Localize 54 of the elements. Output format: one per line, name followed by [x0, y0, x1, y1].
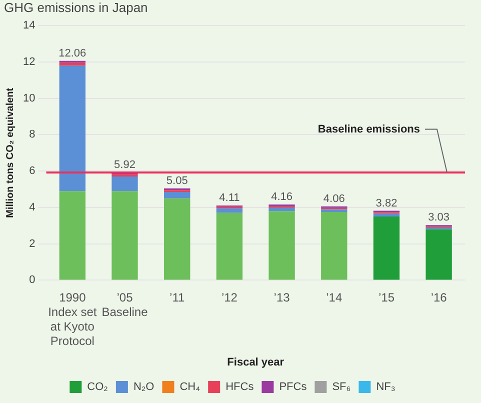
y-tick-label: 4: [29, 201, 36, 214]
bar: [112, 174, 138, 177]
x-tick-label: ’12: [221, 290, 238, 305]
x-tick-label: ’16: [430, 290, 448, 305]
bar: [216, 212, 243, 280]
x-tick-label: ’05: [116, 290, 134, 305]
legend-label: CH₄: [180, 381, 201, 394]
bar: [373, 214, 400, 217]
legend-label: N₂O: [133, 381, 155, 394]
bar: [216, 208, 243, 213]
bar: [164, 198, 190, 280]
bar: [112, 176, 138, 192]
y-tick-label: 10: [22, 92, 36, 104]
y-tick-label: 2: [29, 238, 36, 250]
ref-line-label: Baseline emissions: [318, 123, 420, 136]
total-label: 5.92: [114, 159, 136, 172]
legend-label: NF₃: [376, 381, 396, 394]
bar: [268, 211, 295, 280]
legend-label: SF₆: [332, 381, 351, 394]
bar: [164, 192, 190, 198]
chart-title: GHG emissions in Japan: [4, 0, 148, 15]
x-tick-label: 1990: [59, 290, 86, 305]
y-tick-label: 6: [29, 165, 36, 178]
bar: [426, 229, 452, 280]
total-label: 3.03: [428, 212, 450, 224]
y-tick-label: 8: [29, 128, 36, 141]
total-label: 4.11: [219, 192, 240, 204]
bar: [59, 66, 86, 192]
y-tick-label: 12: [22, 56, 36, 68]
bar: [268, 207, 295, 212]
x-tick-label: ’11: [170, 290, 185, 305]
x-tick-label: ’14: [326, 290, 342, 305]
x-tick-label: ’13: [274, 290, 290, 305]
y-tick-label: 14: [22, 20, 36, 32]
total-label: 3.82: [376, 197, 398, 210]
bar: [321, 212, 348, 280]
y-axis-title: Million tons CO₂ equivalent: [4, 87, 16, 218]
bar: [59, 191, 86, 280]
bar: [373, 216, 400, 280]
legend-label: CO₂: [87, 381, 108, 394]
y-tick-label: 0: [29, 274, 36, 286]
total-label: 5.05: [166, 174, 188, 187]
x-tick-label: ’15: [378, 290, 395, 305]
x-axis-title: Fiscal year: [227, 356, 285, 368]
bar: [321, 209, 348, 212]
bar: [112, 191, 138, 280]
legend-label: PFCs: [279, 381, 308, 394]
legend-label: HFCs: [226, 381, 254, 394]
total-label: 12.06: [58, 47, 86, 60]
total-label: 4.16: [271, 191, 292, 204]
text: Baseline: [102, 305, 148, 320]
bar: [59, 62, 86, 66]
total-label: 4.06: [323, 192, 345, 205]
text: Index set at Kyoto Protocol: [48, 305, 98, 348]
